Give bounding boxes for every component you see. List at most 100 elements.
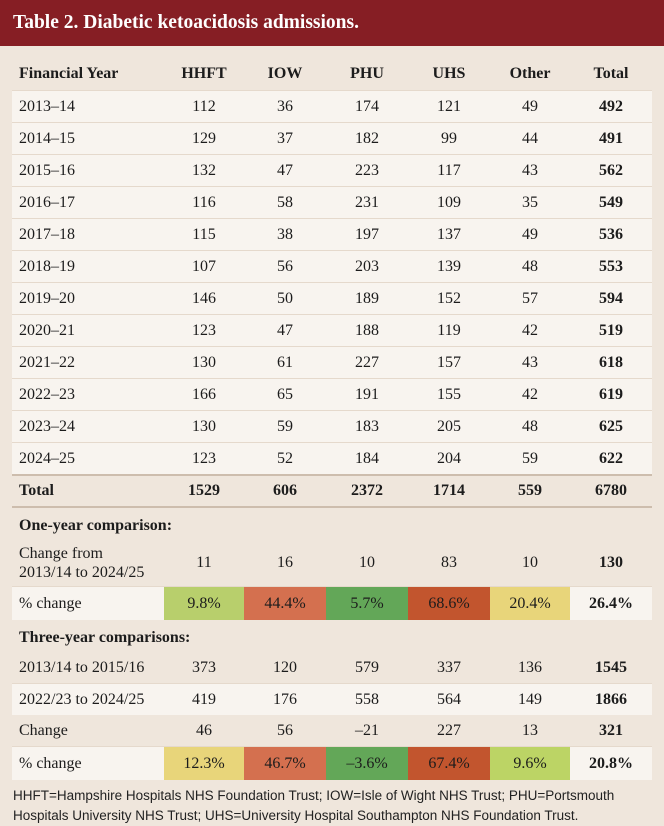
iow-cell: 59: [244, 410, 326, 443]
phu-cell: 184: [326, 442, 408, 476]
total-cell: 618: [570, 346, 652, 379]
three-year-uhs: 564: [408, 683, 490, 715]
year-cell: 2017–18: [12, 218, 164, 251]
other-cell: 57: [490, 282, 570, 315]
table-row: 2014–15 129 37 182 99 44 491: [12, 122, 652, 155]
phu-cell: 174: [326, 90, 408, 123]
uhs-cell: 205: [408, 410, 490, 443]
uhs-cell: 137: [408, 218, 490, 251]
footnote-line-1: HHFT=Hampshire Hospitals NHS Foundation …: [13, 788, 615, 803]
table-row: 2023–24 130 59 183 205 48 625: [12, 410, 652, 443]
three-year-change-uhs: 227: [437, 721, 461, 739]
total-iow: 606: [244, 474, 326, 508]
other-cell: 42: [490, 314, 570, 347]
three-year-uhs: 337: [437, 658, 461, 676]
hhft-cell: 115: [164, 218, 244, 251]
three-year-total: 1545: [595, 658, 627, 676]
three-year-row-2: 2022/23 to 2024/25 419 176 558 564 149 1…: [12, 683, 652, 715]
three-year-pct-total: 20.8%: [570, 746, 652, 780]
table-title: Table 2. Diabetic ketoacidosis admission…: [0, 0, 664, 46]
year-cell: 2014–15: [12, 122, 164, 155]
total-cell: 492: [570, 90, 652, 123]
year-cell: 2023–24: [12, 410, 164, 443]
footnote-line-2: Hospitals University NHS Trust; UHS=Univ…: [13, 808, 579, 823]
year-cell: 2022–23: [12, 378, 164, 411]
table-row: 2022–23 166 65 191 155 42 619: [12, 378, 652, 411]
phu-cell: 227: [326, 346, 408, 379]
hhft-cell: 130: [164, 346, 244, 379]
other-cell: 43: [490, 346, 570, 379]
one-year-pct-row: % change 9.8% 44.4% 5.7% 68.6% 20.4% 26.…: [12, 586, 652, 620]
iow-cell: 37: [244, 122, 326, 155]
iow-cell: 61: [244, 346, 326, 379]
year-cell: 2016–17: [12, 186, 164, 219]
one-year-pct-label: % change: [12, 586, 164, 620]
three-year-iow: 120: [273, 658, 297, 676]
year-cell: 2015–16: [12, 154, 164, 187]
change-label-line2: 2013/14 to 2024/25: [19, 564, 145, 581]
one-year-pct-iow: 44.4%: [244, 586, 326, 620]
total-cell: 594: [570, 282, 652, 315]
iow-cell: 50: [244, 282, 326, 315]
three-year-row-label: 2022/23 to 2024/25: [12, 683, 164, 715]
total-row: Total 1529 606 2372 1714 559 6780: [12, 474, 652, 508]
col-header-total: Total: [593, 65, 629, 82]
table-row: 2024–25 123 52 184 204 59 622: [12, 442, 652, 476]
other-cell: 42: [490, 378, 570, 411]
other-cell: 48: [490, 410, 570, 443]
one-year-change-other: 10: [522, 554, 538, 571]
other-cell: 49: [490, 218, 570, 251]
one-year-change-total: 130: [599, 554, 623, 571]
iow-cell: 47: [244, 154, 326, 187]
annual-rows: 2013–14 112 36 174 121 49 492 2014–15 129 37 182 99…: [12, 90, 652, 476]
hhft-cell: 107: [164, 250, 244, 283]
iow-cell: 58: [244, 186, 326, 219]
total-cell: 491: [570, 122, 652, 155]
col-header-other: Other: [509, 65, 551, 82]
phu-cell: 188: [326, 314, 408, 347]
uhs-cell: 139: [408, 250, 490, 283]
hhft-cell: 123: [164, 314, 244, 347]
uhs-cell: 157: [408, 346, 490, 379]
one-year-change-uhs: 83: [441, 554, 457, 571]
year-cell: 2020–21: [12, 314, 164, 347]
table-row: 2021–22 130 61 227 157 43 618: [12, 346, 652, 379]
three-year-phu: 558: [326, 683, 408, 715]
table-row: 2020–21 123 47 188 119 42 519: [12, 314, 652, 347]
one-year-pct-hhft: 9.8%: [164, 586, 244, 620]
phu-cell: 231: [326, 186, 408, 219]
three-year-total: 1866: [570, 683, 652, 715]
total-hhft: 1529: [164, 474, 244, 508]
one-year-change-hhft: 11: [196, 554, 212, 571]
three-year-change-phu: –21: [355, 721, 379, 739]
hhft-cell: 132: [164, 154, 244, 187]
one-year-pct-uhs: 68.6%: [408, 586, 490, 620]
table-row: 2016–17 116 58 231 109 35 549: [12, 186, 652, 219]
hhft-cell: 129: [164, 122, 244, 155]
table-row: 2013–14 112 36 174 121 49 492: [12, 90, 652, 123]
uhs-cell: 121: [408, 90, 490, 123]
col-header-iow: IOW: [267, 65, 303, 82]
other-cell: 43: [490, 154, 570, 187]
one-year-pct-phu: 5.7%: [326, 586, 408, 620]
hhft-cell: 130: [164, 410, 244, 443]
uhs-cell: 109: [408, 186, 490, 219]
three-year-change-label: Change: [19, 721, 68, 739]
total-cell: 562: [570, 154, 652, 187]
phu-cell: 223: [326, 154, 408, 187]
total-label: Total: [12, 474, 164, 508]
hhft-cell: 166: [164, 378, 244, 411]
three-year-hhft: 419: [164, 683, 244, 715]
col-header-uhs: UHS: [432, 65, 466, 82]
total-phu: 2372: [326, 474, 408, 508]
iow-cell: 65: [244, 378, 326, 411]
phu-cell: 182: [326, 122, 408, 155]
other-cell: 35: [490, 186, 570, 219]
other-cell: 44: [490, 122, 570, 155]
year-cell: 2018–19: [12, 250, 164, 283]
three-year-pct-hhft: 12.3%: [164, 746, 244, 780]
change-label-line1: Change from: [19, 545, 103, 562]
iow-cell: 36: [244, 90, 326, 123]
three-year-change-hhft: 46: [196, 721, 212, 739]
three-year-heading: Three-year comparisons:: [19, 629, 191, 646]
